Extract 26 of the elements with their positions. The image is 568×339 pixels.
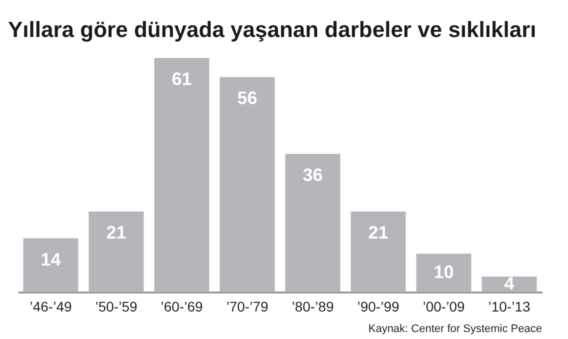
bar [482, 276, 537, 292]
x-tick-label: ’46-’49 [30, 298, 72, 314]
bar [154, 58, 210, 292]
x-tick-label: ’70-’79 [226, 298, 268, 314]
data-label: 10 [434, 262, 454, 282]
data-label: 4 [504, 273, 514, 294]
data-label: 56 [237, 88, 258, 108]
bar [23, 238, 78, 292]
text: Kaynak: Center for Systemic Peace [368, 323, 542, 335]
x-tick-label: ’00-’09 [422, 298, 465, 314]
data-label: 14 [40, 249, 61, 270]
x-tick-label: ’10-’13 [488, 298, 530, 314]
bar [88, 211, 144, 292]
bar [416, 254, 472, 292]
x-tick-label: ’50-’59 [95, 298, 138, 314]
data-label: 21 [368, 222, 388, 242]
bar [350, 211, 406, 292]
data-label: 21 [106, 222, 126, 242]
x-tick-label: ’90-’99 [357, 298, 400, 314]
chart-title: Yıllara göre dünyada yaşanan darbeler ve sıklıkları [8, 17, 536, 42]
data-label: 36 [302, 164, 323, 185]
bar [220, 77, 275, 292]
x-tick-label: ’60-’69 [160, 298, 203, 314]
data-label: 61 [172, 69, 192, 89]
x-tick-label: ’80-’89 [292, 298, 334, 314]
bar [285, 154, 340, 292]
